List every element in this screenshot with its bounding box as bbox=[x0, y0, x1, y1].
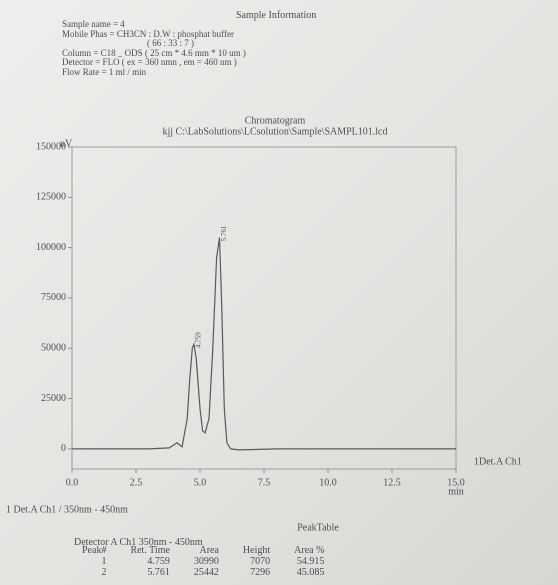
plot-frame bbox=[72, 147, 456, 469]
table-cell: 45.085 bbox=[282, 567, 336, 578]
x-tick-label: 0.0 bbox=[66, 477, 79, 488]
legend: 1Det.A Ch1 bbox=[474, 456, 522, 467]
y-tick-label: 25000 bbox=[41, 393, 66, 404]
y-tick-label: 75000 bbox=[41, 292, 66, 303]
x-tick-label: 15.0 bbox=[447, 477, 465, 488]
x-tick-label: 12.5 bbox=[383, 477, 401, 488]
y-tick-label: 100000 bbox=[36, 242, 66, 253]
chart: Chromatogram kjj C:\LabSolutions\LCsolut… bbox=[0, 0, 558, 585]
header-cell: Ret. Time bbox=[118, 545, 181, 556]
chart-title: Chromatogram bbox=[245, 115, 306, 126]
table-title: PeakTable bbox=[297, 522, 339, 533]
table-cell: 1 bbox=[70, 556, 118, 567]
table-cell: 4.759 bbox=[118, 556, 181, 567]
y-tick-label: 150000 bbox=[36, 141, 66, 152]
x-tick-label: 2.5 bbox=[130, 477, 143, 488]
header-cell: Peak# bbox=[70, 545, 118, 556]
x-tick-label: 10.0 bbox=[319, 477, 337, 488]
table-cell: 30990 bbox=[182, 556, 231, 567]
peak-label: 4.759 bbox=[194, 332, 202, 348]
chart-subtitle: kjj C:\LabSolutions\LCsolution\Sample\SA… bbox=[162, 126, 387, 137]
table-cell: 2 bbox=[70, 567, 118, 578]
x-tick-label: 5.0 bbox=[194, 477, 207, 488]
header-cell: Area % bbox=[282, 545, 336, 556]
table-cell: 54.915 bbox=[282, 556, 336, 567]
table-cell: 7070 bbox=[231, 556, 282, 567]
peak-label: 5.761 bbox=[220, 225, 228, 241]
y-tick-label: 0 bbox=[61, 443, 66, 454]
x-tick-label: 7.5 bbox=[258, 477, 271, 488]
document: Sample Information Sample name = 4Mobile… bbox=[0, 0, 558, 585]
table-cell: 7296 bbox=[231, 567, 282, 578]
table-cell: 5.761 bbox=[118, 567, 181, 578]
header-cell: Area bbox=[182, 545, 231, 556]
header-cell: Height bbox=[231, 545, 282, 556]
table-cell: 25442 bbox=[182, 567, 231, 578]
y-tick-label: 50000 bbox=[41, 343, 66, 354]
footnote: 1 Det.A Ch1 / 350nm - 450nm bbox=[6, 504, 128, 515]
line bbox=[72, 238, 456, 450]
y-tick-label: 125000 bbox=[36, 192, 66, 203]
